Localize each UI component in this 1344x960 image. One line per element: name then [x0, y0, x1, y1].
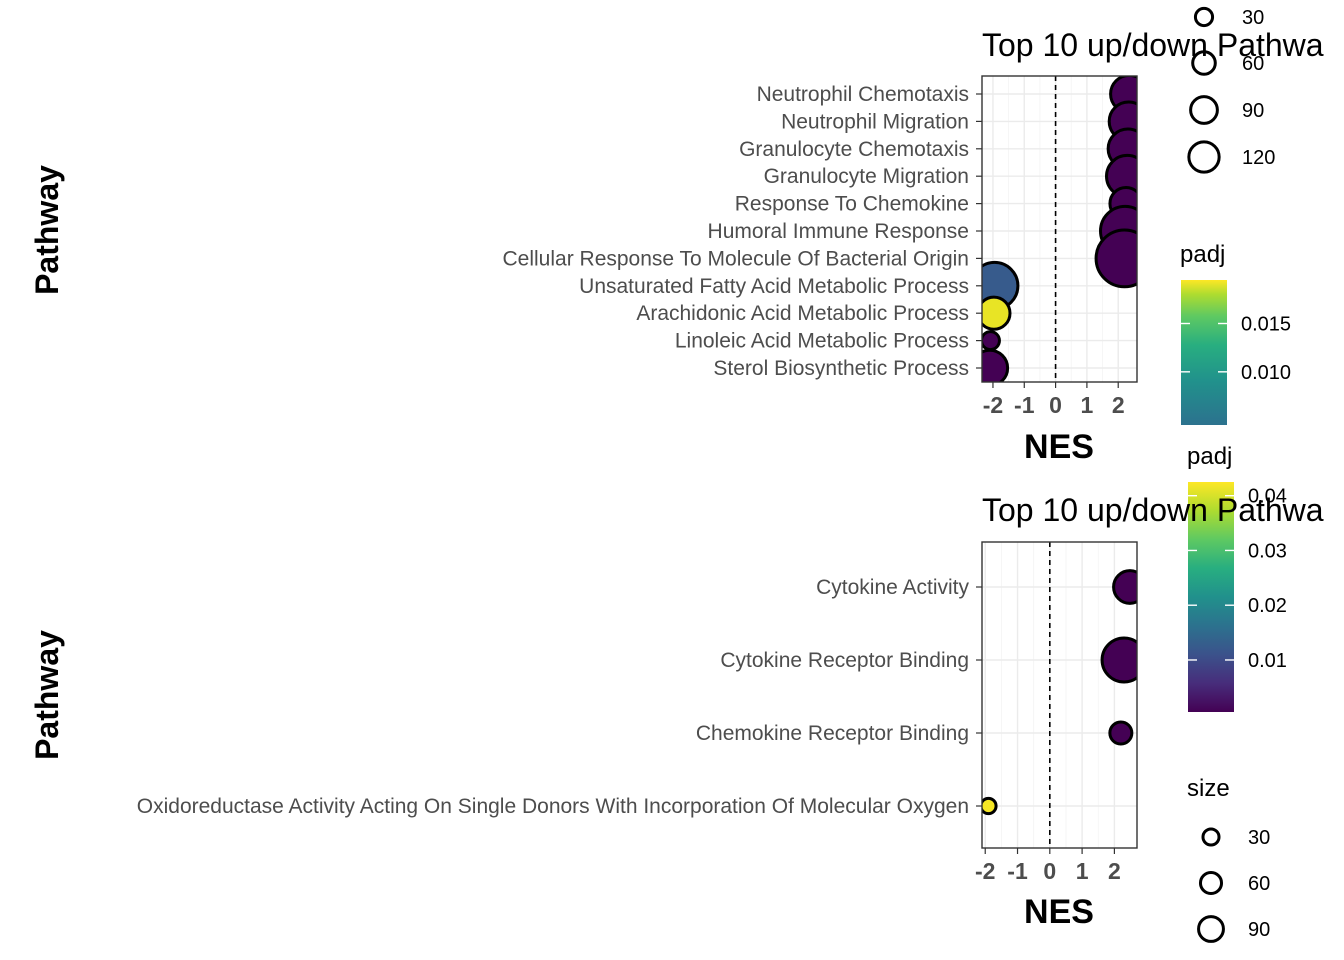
- category-label: Cytokine Activity: [816, 576, 969, 599]
- pathway-point: [982, 295, 1012, 331]
- category-label: Linoleic Acid Metabolic Process: [675, 330, 969, 353]
- chart-1-size-legend: 30 60 90 120: [1187, 6, 1275, 174]
- chart-1-title: Top 10 up/down Pathwa: [982, 27, 1324, 63]
- chart-2-colorbar-labels: 0.04 0.03 0.02 0.01: [1188, 486, 1287, 672]
- chart-2-size-legend-title: size: [1187, 775, 1230, 802]
- category-label: Oxidoreductase Activity Acting On Single…: [137, 795, 969, 818]
- category-label: Arachidonic Acid Metabolic Process: [636, 302, 969, 325]
- pathway-point: [982, 348, 1010, 382]
- colorbar-label: 0.02: [1248, 595, 1287, 617]
- category-label: Neutrophil Migration: [781, 110, 969, 133]
- x-tick-label: -1: [1007, 858, 1028, 884]
- chart-1-color-legend: padj 0.015 0.010: [1180, 241, 1291, 425]
- pathway-point: [1108, 720, 1134, 746]
- category-label: Sterol Biosynthetic Process: [713, 357, 969, 380]
- pathway-point: [982, 796, 998, 816]
- size-legend-key: [1187, 140, 1221, 174]
- size-legend-key: [1191, 50, 1217, 76]
- chart-1-category-labels: Neutrophil Chemotaxis Neutrophil Migratio…: [503, 83, 982, 380]
- category-label: Granulocyte Migration: [764, 165, 969, 188]
- category-label: Unsaturated Fatty Acid Metabolic Process: [579, 275, 969, 298]
- size-legend-key: [1197, 915, 1225, 943]
- size-legend-label: 120: [1242, 147, 1275, 169]
- chart-1-points: [982, 76, 1137, 382]
- category-label: Response To Chemokine: [735, 193, 969, 216]
- chart-2-y-axis-label: Pathway: [29, 630, 65, 760]
- colorbar-label: 0.03: [1248, 540, 1287, 562]
- size-legend-key: [1201, 827, 1221, 847]
- chart-1-color-legend-title: padj: [1180, 241, 1225, 268]
- pathway-point: [1100, 636, 1137, 684]
- chart-2-size-legend: size 30 60 90: [1187, 775, 1270, 943]
- chart-1-panel-border: [981, 75, 1138, 383]
- x-tick-label: 0: [1049, 392, 1062, 418]
- category-label: Cytokine Receptor Binding: [720, 649, 969, 672]
- pathway-point: [1112, 569, 1137, 605]
- chart-1-colorbar: [1181, 280, 1227, 425]
- chart-1-y-axis-label: Pathway: [29, 165, 65, 295]
- size-legend-label: 90: [1248, 919, 1270, 941]
- size-legend-label: 90: [1242, 100, 1264, 122]
- x-tick-label: 1: [1081, 392, 1094, 418]
- chart-2-color-legend-title: padj: [1187, 443, 1232, 470]
- chart-2-category-labels: Cytokine Activity Cytokine Receptor Bindi…: [137, 576, 982, 818]
- pathway-point: [1094, 228, 1137, 289]
- chart-2-points: [982, 569, 1137, 816]
- category-label: Chemokine Receptor Binding: [696, 722, 969, 745]
- category-label: Humoral Immune Response: [708, 220, 969, 243]
- colorbar-label: 0.04: [1248, 486, 1287, 508]
- chart-1-colorbar-labels: 0.015 0.010: [1181, 314, 1291, 384]
- chart-2-panel-border: [981, 541, 1138, 849]
- colorbar-label: 0.015: [1241, 314, 1291, 336]
- size-legend-label: 30: [1248, 827, 1270, 849]
- size-legend-label: 30: [1242, 7, 1264, 29]
- chart-1-x-axis-label: NES: [1024, 428, 1094, 466]
- x-tick-label: -2: [983, 392, 1003, 418]
- category-label: Granulocyte Chemotaxis: [739, 138, 969, 161]
- category-label: Neutrophil Chemotaxis: [757, 83, 969, 106]
- size-legend-key: [1189, 95, 1219, 125]
- chart-2-color-legend: padj 0.04 0.03 0.02 0.01: [1187, 443, 1287, 712]
- size-legend-key: [1198, 870, 1224, 896]
- chart-2-gridlines: [982, 542, 1137, 848]
- chart-2-x-axis-label: NES: [1024, 893, 1094, 931]
- colorbar-label: 0.01: [1248, 650, 1287, 672]
- x-tick-label: 2: [1112, 392, 1125, 418]
- panel-background: [982, 542, 1137, 848]
- size-legend-label: 60: [1242, 53, 1264, 75]
- x-tick-label: 0: [1043, 858, 1056, 884]
- size-legend-label: 60: [1248, 873, 1270, 895]
- chart-2-x-ticks: -2 -1 0 1 2: [975, 848, 1121, 884]
- x-tick-label: 2: [1108, 858, 1121, 884]
- x-tick-label: 1: [1076, 858, 1089, 884]
- category-label: Cellular Response To Molecule Of Bacteri…: [503, 247, 970, 270]
- x-tick-label: -1: [1014, 392, 1035, 418]
- chart-1: Neutrophil Chemotaxis Neutrophil Migratio…: [29, 6, 1324, 466]
- chart-1-x-ticks: -2 -1 0 1 2: [983, 382, 1125, 418]
- pathway-point: [982, 330, 1001, 352]
- chart-2-colorbar: [1188, 482, 1234, 712]
- chart-2-title: Top 10 up/down Pathwa: [982, 492, 1324, 528]
- size-legend-key: [1193, 6, 1215, 28]
- x-tick-label: -2: [975, 858, 995, 884]
- colorbar-label: 0.010: [1241, 362, 1291, 384]
- chart-2: Cytokine Activity Cytokine Receptor Bindi…: [29, 443, 1324, 943]
